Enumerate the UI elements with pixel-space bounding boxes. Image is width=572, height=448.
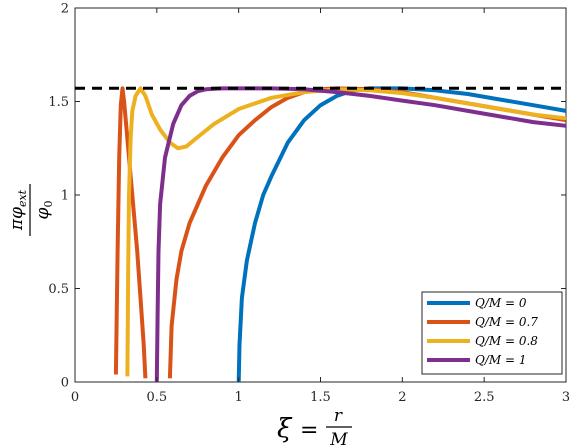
legend: Q/M = 0 Q/M = 0.7 Q/M = 0.8 Q/M = 1	[421, 291, 563, 375]
y-axis-denominator: φ0	[33, 201, 55, 220]
y-tick-label: 2	[61, 2, 69, 17]
y-tick-label: 1	[61, 189, 69, 204]
plot-area	[74, 7, 567, 383]
legend-label-3: Q/M = 1	[475, 353, 527, 367]
y-tick-label: 1.5	[48, 95, 69, 110]
x-tick-label: 2	[398, 390, 406, 405]
y-tick-label: 0.5	[48, 282, 69, 297]
x-axis-ticks: 0 0.5 1 1.5 2 2.5 3	[71, 8, 570, 405]
legend-label-1: Q/M = 0.7	[475, 315, 538, 329]
x-axis-denominator: M	[329, 430, 348, 448]
x-tick-label: 2.5	[474, 390, 495, 405]
x-tick-label: 0	[71, 390, 79, 405]
series-line-0-segment-0	[236, 86, 567, 383]
x-axis-xi: ξ	[277, 414, 293, 444]
y-tick-label: 0	[61, 376, 69, 391]
x-axis-numerator: r	[334, 406, 343, 426]
y-axis-title: πφext φ0	[7, 184, 55, 236]
y-axis-numerator: πφext	[7, 189, 29, 231]
series-line-1-segment-0	[113, 86, 148, 379]
x-tick-label: 1	[235, 390, 243, 405]
legend-label-2: Q/M = 0.8	[475, 334, 538, 348]
legend-label-0: Q/M = 0	[475, 296, 527, 310]
x-axis-title: ξ = r M	[277, 406, 352, 448]
x-axis-equals: =	[300, 418, 318, 443]
y-axis-ticks: 0 0.5 1 1.5 2	[48, 2, 566, 391]
x-tick-label: 3	[562, 390, 570, 405]
x-tick-label: 1.5	[310, 390, 331, 405]
series-line-2-segment-0	[125, 86, 567, 377]
x-tick-label: 0.5	[146, 390, 167, 405]
